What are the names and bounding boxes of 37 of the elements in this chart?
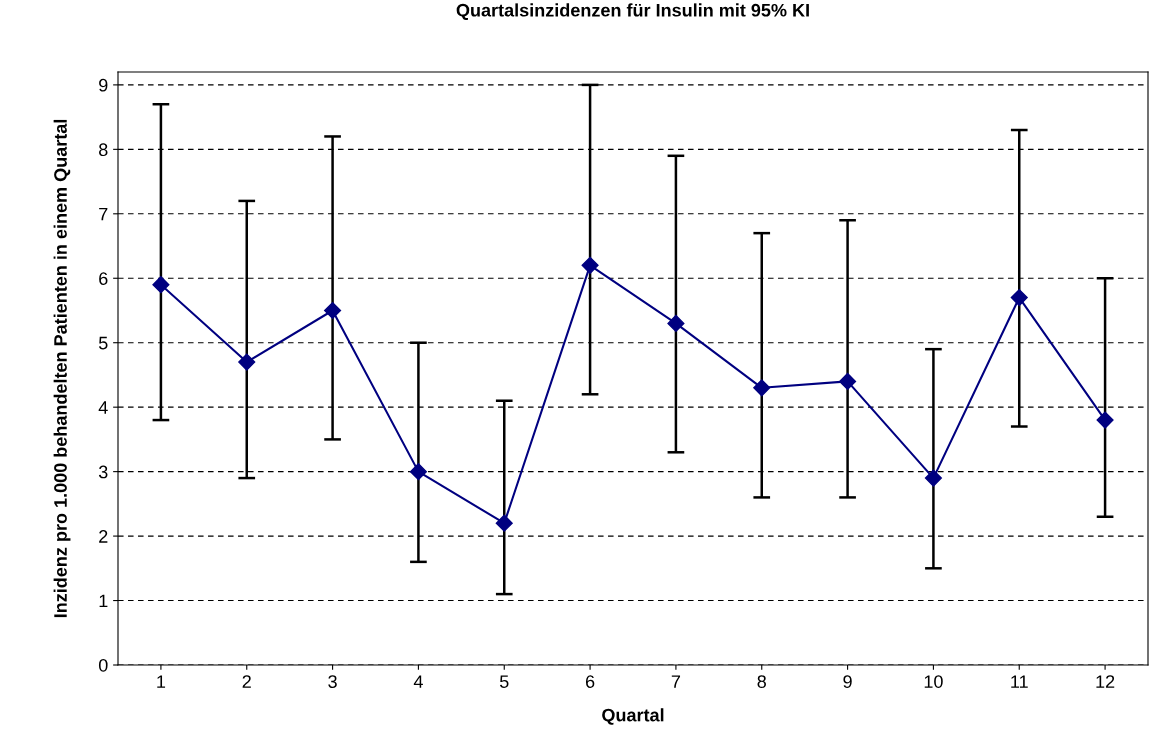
- y-tick-label: 0: [98, 658, 108, 672]
- y-tick-label: 7: [99, 207, 108, 221]
- point: [581, 256, 599, 274]
- chart-title: Quartalsinzidenzen für Insulin mit 95% KI: [456, 3, 809, 20]
- y-tick-label: 1: [99, 594, 108, 608]
- x-tick-label: 5: [499, 675, 509, 688]
- point: [495, 514, 513, 532]
- x-tick-label: 12: [1096, 675, 1115, 688]
- point: [667, 314, 685, 332]
- point: [324, 301, 342, 320]
- point: [1096, 411, 1114, 429]
- y-tick-label: 9: [99, 78, 108, 92]
- point: [238, 353, 256, 371]
- x-tick-label: 10: [924, 675, 943, 688]
- point: [924, 469, 942, 487]
- x-axis-title: Quartal: [602, 708, 664, 725]
- x-tick-label: 9: [843, 675, 852, 688]
- x-tick-label: 11: [1011, 675, 1028, 688]
- y-tick-label: 3: [98, 465, 108, 479]
- x-tick-label: 3: [328, 675, 337, 688]
- x-tick-label: 7: [671, 675, 681, 688]
- y-tick-label: 4: [98, 401, 108, 414]
- point: [152, 276, 170, 294]
- x-tick-label: 2: [242, 675, 251, 688]
- point: [839, 372, 857, 390]
- x-tick-label: 6: [585, 675, 595, 688]
- y-tick-label: 5: [98, 336, 108, 350]
- x-tick-label: 4: [413, 675, 423, 688]
- point: [753, 379, 771, 397]
- point: [409, 463, 427, 481]
- y-tick-label: 2: [99, 530, 108, 543]
- y-axis-title: Inzidenz pro 1.000 behandelten Patienten in einem Quartal: [53, 119, 71, 618]
- x-tick-label: 8: [757, 675, 766, 688]
- y-tick-label: 6: [99, 272, 108, 285]
- point: [1010, 289, 1028, 307]
- x-tick-label: 1: [157, 675, 166, 688]
- y-tick-label: 8: [99, 143, 108, 157]
